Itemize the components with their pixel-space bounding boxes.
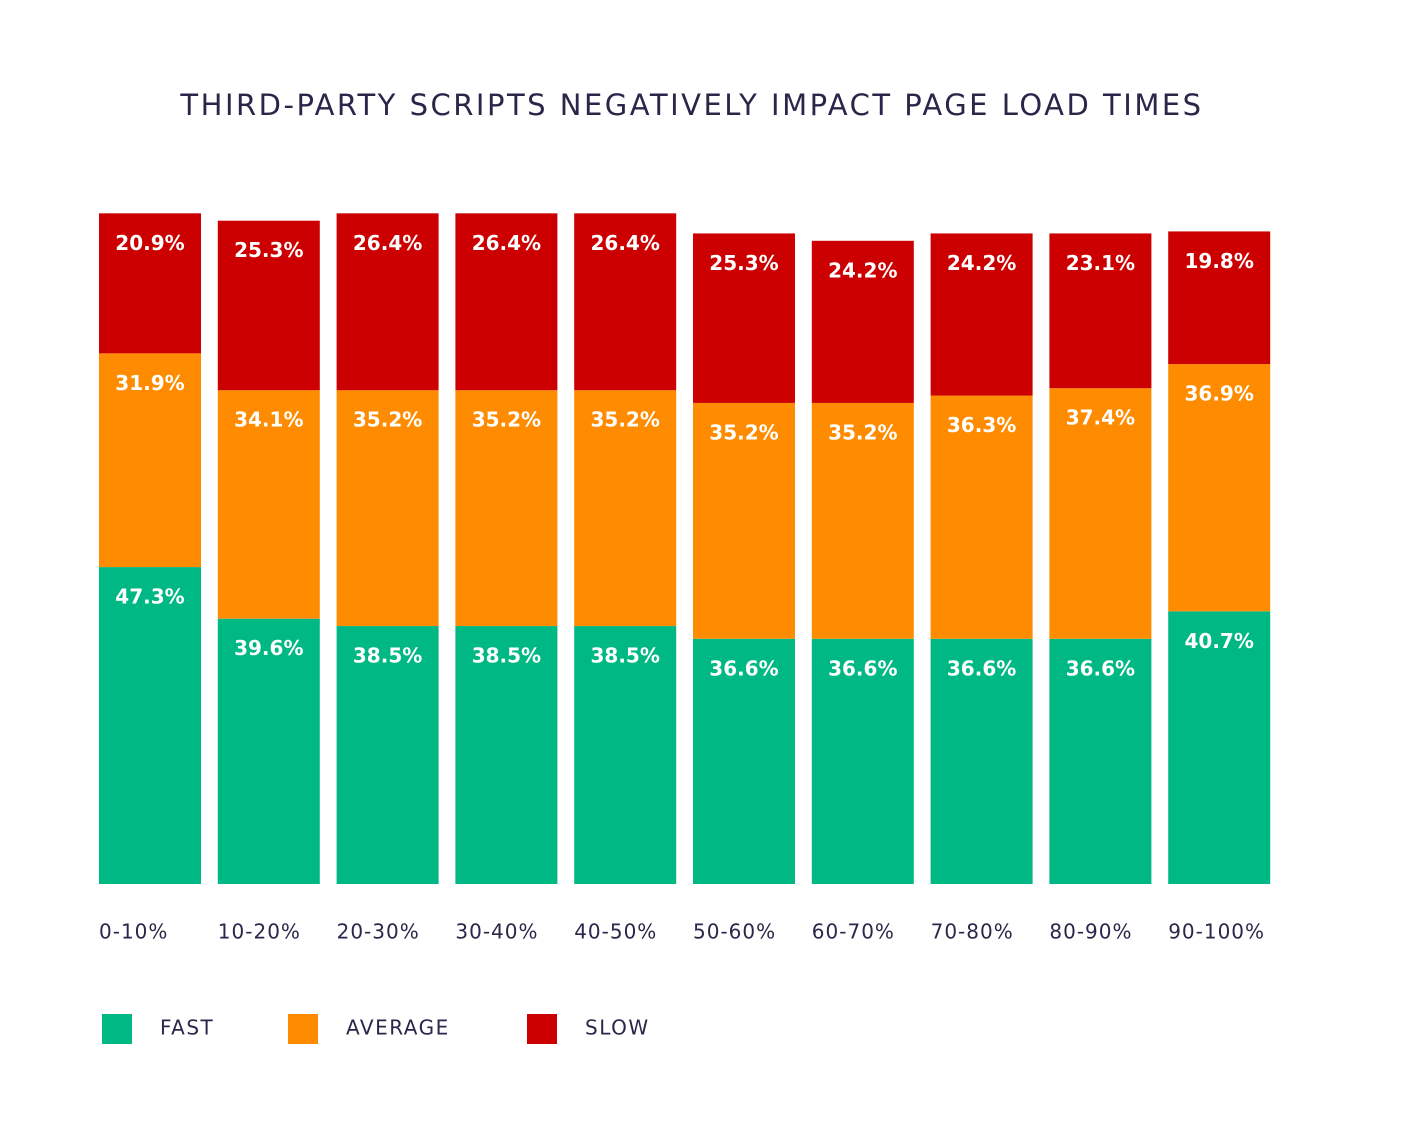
chart-title: THIRD-PARTY SCRIPTS NEGATIVELY IMPACT PA…	[179, 88, 1203, 122]
x-tick-label: 50-60%	[693, 920, 776, 944]
value-label: 39.6%	[234, 636, 303, 660]
value-label: 35.2%	[709, 420, 778, 444]
value-label: 36.3%	[947, 413, 1016, 437]
bar-segment	[574, 626, 677, 884]
legend-label: AVERAGE	[346, 1016, 450, 1040]
value-label: 37.4%	[1066, 406, 1135, 430]
value-label: 26.4%	[353, 231, 422, 255]
value-label: 25.3%	[234, 238, 303, 262]
bar-segment	[336, 390, 439, 627]
value-label: 24.2%	[828, 258, 897, 282]
bar-segment	[693, 638, 795, 884]
bar-segment	[1168, 611, 1271, 884]
value-label: 38.5%	[472, 644, 541, 668]
bar-segment	[811, 402, 914, 639]
bar-segment	[574, 390, 677, 627]
bar-segment	[336, 626, 439, 884]
x-tick-label: 70-80%	[931, 920, 1014, 944]
x-tick-label: 90-100%	[1168, 920, 1265, 944]
value-label: 24.2%	[947, 251, 1016, 275]
value-label: 19.8%	[1185, 249, 1254, 273]
legend-label: FAST	[160, 1016, 214, 1040]
value-label: 36.6%	[947, 656, 1016, 680]
value-label: 23.1%	[1066, 251, 1135, 275]
x-tick-label: 30-40%	[455, 920, 538, 944]
value-label: 36.6%	[1066, 656, 1135, 680]
legend-swatch	[288, 1014, 318, 1044]
value-label: 26.4%	[472, 231, 541, 255]
bar-segment	[1168, 231, 1271, 365]
bar-segment	[1049, 388, 1152, 639]
bar-segment	[455, 213, 558, 391]
bar-segment	[811, 638, 914, 884]
x-tick-label: 80-90%	[1049, 920, 1132, 944]
x-tick-label: 0-10%	[99, 920, 168, 944]
legend-swatch	[527, 1014, 557, 1044]
bar-segment	[455, 626, 558, 884]
bar-segment	[693, 402, 795, 639]
legend-swatch	[102, 1014, 132, 1044]
x-tick-label: 60-70%	[812, 920, 895, 944]
value-label: 38.5%	[353, 644, 422, 668]
value-label: 35.2%	[472, 408, 541, 432]
bar-segment	[217, 618, 320, 884]
bar-segment	[217, 220, 320, 391]
bar-segment	[930, 233, 1033, 396]
value-label: 35.2%	[591, 408, 660, 432]
value-label: 38.5%	[591, 644, 660, 668]
x-tick-label: 10-20%	[218, 920, 301, 944]
x-tick-label: 40-50%	[574, 920, 657, 944]
bar-segment	[99, 567, 201, 884]
bar-segment	[336, 213, 439, 391]
value-label: 35.2%	[353, 408, 422, 432]
bar-segment	[1049, 233, 1152, 389]
value-label: 35.2%	[828, 420, 897, 444]
value-label: 36.9%	[1185, 382, 1254, 406]
bar-segment	[99, 353, 201, 568]
bar-segment	[455, 390, 558, 627]
bar-segment	[217, 390, 320, 619]
value-label: 31.9%	[115, 371, 184, 395]
value-label: 26.4%	[591, 231, 660, 255]
value-label: 36.6%	[709, 656, 778, 680]
legend-label: SLOW	[585, 1016, 650, 1040]
x-tick-label: 20-30%	[337, 920, 420, 944]
value-label: 47.3%	[115, 585, 184, 609]
bar-segment	[99, 213, 201, 354]
bar-segment	[1168, 364, 1271, 612]
bar-segment	[930, 395, 1033, 639]
bar-segment	[574, 213, 677, 391]
bar-segment	[930, 638, 1033, 884]
bar-segment	[1049, 638, 1152, 884]
value-label: 25.3%	[709, 251, 778, 275]
bar-segment	[693, 233, 795, 403]
value-label: 20.9%	[115, 231, 184, 255]
value-label: 36.6%	[828, 656, 897, 680]
bar-segment	[811, 240, 914, 403]
value-label: 34.1%	[234, 408, 303, 432]
value-label: 40.7%	[1185, 629, 1254, 653]
